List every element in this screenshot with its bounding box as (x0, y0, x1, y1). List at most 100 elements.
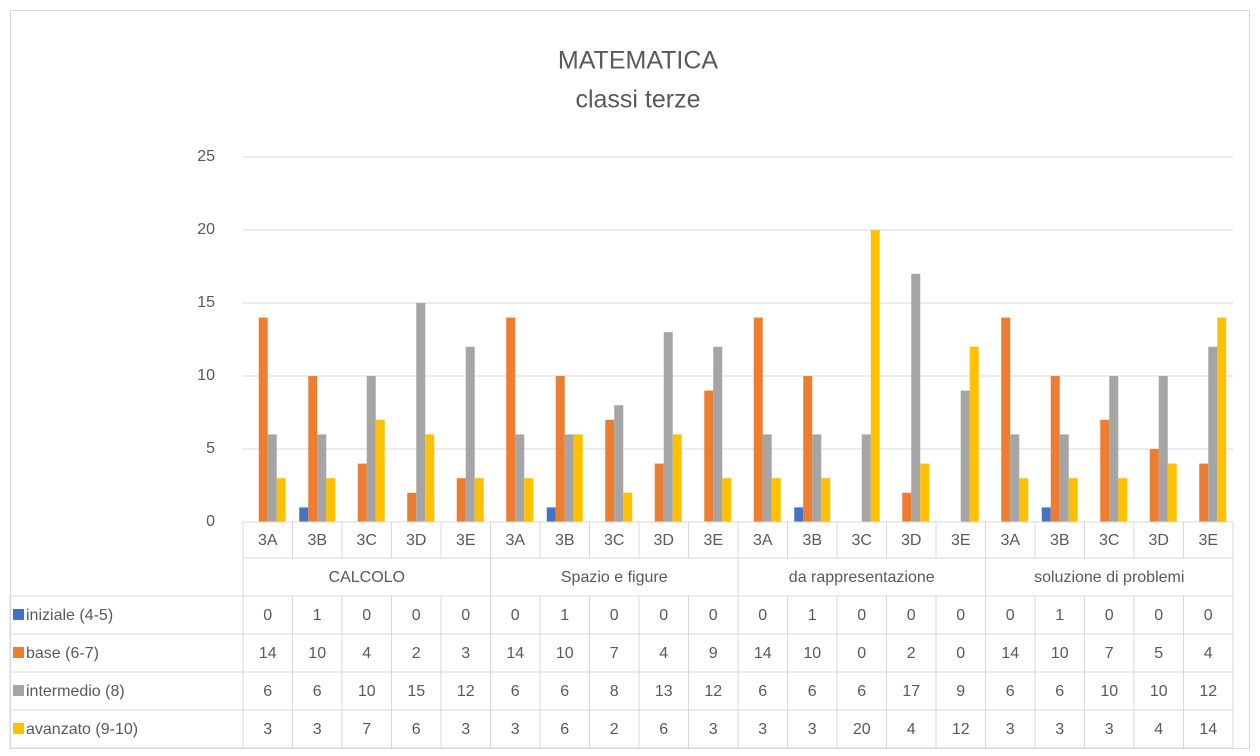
bar (407, 492, 417, 522)
bar (1050, 376, 1060, 522)
bar (474, 478, 484, 522)
table-value: 6 (313, 683, 322, 700)
table-value: 0 (610, 607, 619, 624)
bar (821, 478, 831, 522)
group-label: soluzione di problemi (1034, 569, 1184, 586)
x-tick-label: 3C (852, 532, 872, 549)
table-value: 6 (412, 721, 421, 738)
x-tick-label: 3A (258, 532, 278, 549)
y-tick-label: 5 (206, 440, 215, 457)
table-value: 6 (263, 683, 272, 700)
bar (1199, 463, 1209, 522)
x-tick-label: 3C (604, 532, 624, 549)
table-value: 6 (659, 721, 668, 738)
bar (1059, 434, 1069, 522)
bar (1041, 507, 1051, 522)
x-tick-label: 3B (307, 532, 327, 549)
x-tick-label: 3D (1149, 532, 1169, 549)
table-value: 3 (709, 721, 718, 738)
table-value: 10 (803, 645, 821, 662)
bar (1109, 376, 1119, 522)
table-value: 14 (1199, 721, 1217, 738)
table-value: 10 (1150, 683, 1168, 700)
bar (456, 478, 466, 522)
table-value: 17 (902, 683, 920, 700)
group-label: Spazio e figure (561, 569, 668, 586)
table-value: 6 (857, 683, 866, 700)
table-value: 0 (1154, 607, 1163, 624)
x-tick-label: 3C (1099, 532, 1119, 549)
bar (803, 376, 813, 522)
bar (771, 478, 781, 522)
legend-key (13, 723, 24, 734)
bar (672, 434, 682, 522)
table-value: 3 (758, 721, 767, 738)
table-value: 0 (362, 607, 371, 624)
table-value: 14 (506, 645, 524, 662)
table-value: 3 (461, 721, 470, 738)
bar (861, 434, 871, 522)
table-value: 9 (709, 645, 718, 662)
bar (762, 434, 772, 522)
y-tick-label: 20 (197, 221, 215, 238)
x-tick-label: 3A (1000, 532, 1020, 549)
bar (1158, 376, 1168, 522)
bar (969, 346, 979, 522)
bar (1167, 463, 1177, 522)
bar (753, 317, 763, 522)
y-tick-label: 15 (197, 294, 215, 311)
table-value: 1 (808, 607, 817, 624)
x-tick-label: 3A (505, 532, 525, 549)
bar (794, 507, 804, 522)
table-value: 0 (1006, 607, 1015, 624)
bar (573, 434, 583, 522)
bar (713, 346, 723, 522)
table-value: 14 (1001, 645, 1019, 662)
bar (1019, 478, 1029, 522)
table-value: 13 (655, 683, 673, 700)
bar (722, 478, 732, 522)
table-value: 1 (560, 607, 569, 624)
bar (1118, 478, 1128, 522)
x-tick-label: 3E (951, 532, 971, 549)
legend-label: base (6-7) (26, 645, 99, 662)
bar (317, 434, 327, 522)
table-value: 3 (313, 721, 322, 738)
x-tick-label: 3B (1050, 532, 1070, 549)
table-value: 7 (610, 645, 619, 662)
bar (506, 317, 516, 522)
bar (870, 230, 880, 522)
table-value: 1 (313, 607, 322, 624)
bar (564, 434, 574, 522)
table-value: 14 (259, 645, 277, 662)
table-value: 10 (308, 645, 326, 662)
table-value: 4 (362, 645, 371, 662)
x-tick-label: 3E (703, 532, 723, 549)
table-value: 14 (754, 645, 772, 662)
x-tick-label: 3D (901, 532, 921, 549)
table-value: 4 (1154, 721, 1163, 738)
table-value: 6 (1055, 683, 1064, 700)
table-value: 20 (853, 721, 871, 738)
table-value: 0 (709, 607, 718, 624)
table-value: 2 (907, 645, 916, 662)
table-value: 12 (704, 683, 722, 700)
legend-label: intermedio (8) (26, 683, 125, 700)
bar (663, 332, 673, 522)
table-value: 0 (659, 607, 668, 624)
x-tick-label: 3B (555, 532, 575, 549)
table-value: 2 (412, 645, 421, 662)
bar (308, 376, 318, 522)
table-value: 7 (1105, 645, 1114, 662)
bar (1217, 317, 1227, 522)
bar (920, 463, 930, 522)
bar (425, 434, 435, 522)
table-value: 10 (358, 683, 376, 700)
bar (276, 478, 286, 522)
table-value: 0 (956, 645, 965, 662)
table-value: 3 (1105, 721, 1114, 738)
table-value: 7 (362, 721, 371, 738)
chart-title: MATEMATICA (558, 47, 719, 75)
bar (623, 492, 633, 522)
table-value: 0 (263, 607, 272, 624)
